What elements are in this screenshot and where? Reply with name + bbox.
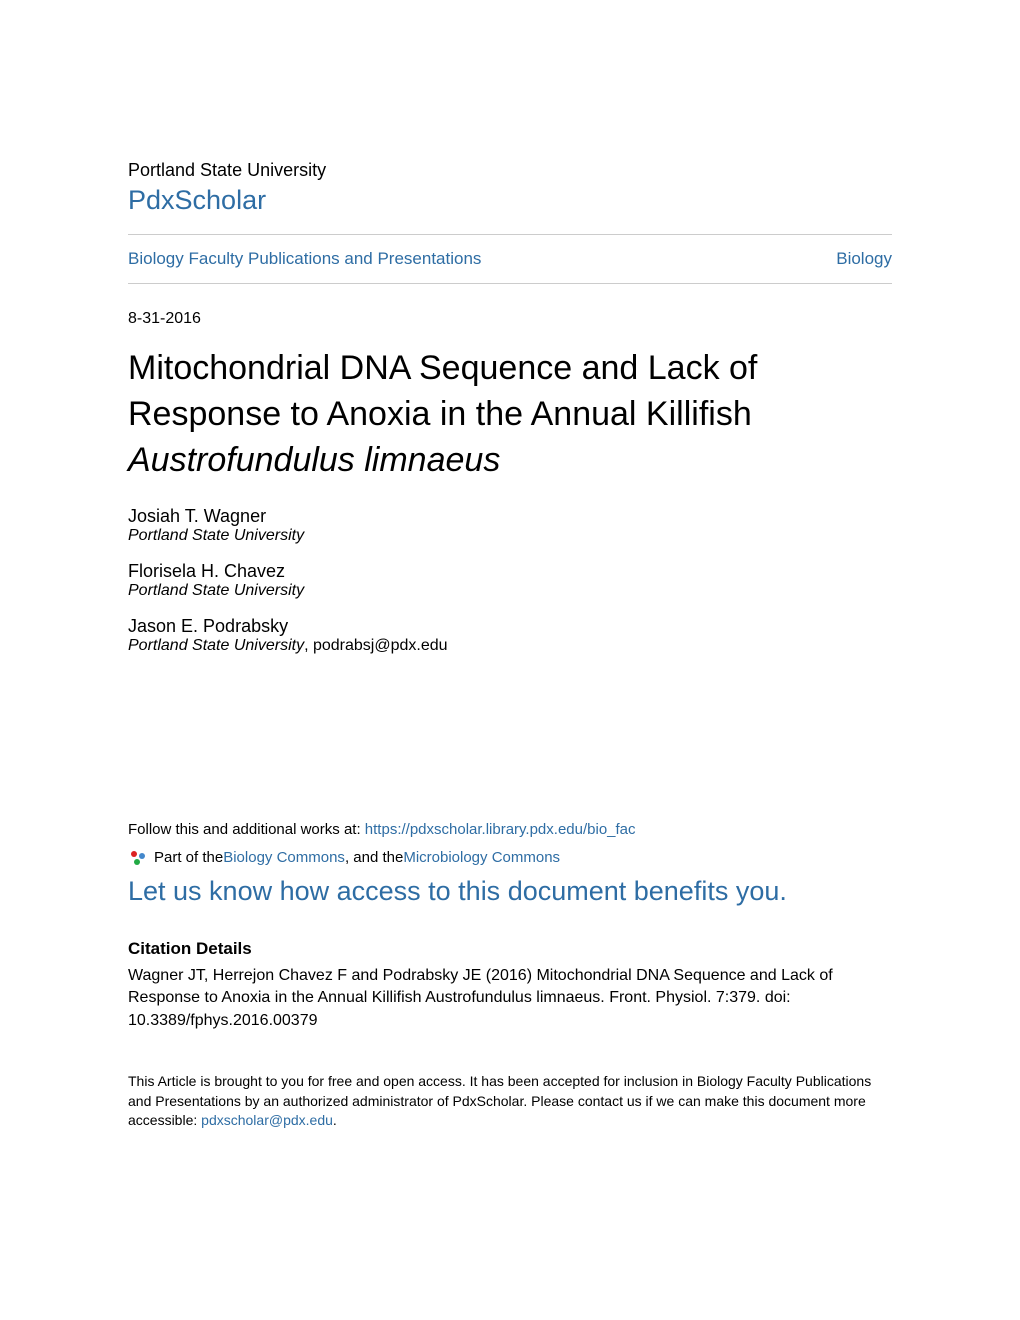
icon-circle-red: [131, 851, 137, 857]
spacer: [128, 671, 892, 821]
footer-suffix: .: [333, 1112, 337, 1128]
footer-text: This Article is brought to you for free …: [128, 1072, 892, 1131]
breadcrumb-collection-link[interactable]: Biology Faculty Publications and Present…: [128, 249, 481, 269]
author-affiliation: Portland State University: [128, 527, 304, 544]
commons-prefix: Part of the: [154, 849, 223, 866]
publication-date: 8-31-2016: [128, 310, 892, 328]
author-name: Jason E. Podrabsky: [128, 616, 892, 637]
institution-name: Portland State University: [128, 160, 892, 181]
benefits-link[interactable]: Let us know how access to this document …: [128, 874, 892, 909]
network-icon: [128, 848, 148, 868]
microbiology-commons-link[interactable]: Microbiology Commons: [403, 849, 560, 866]
title-species-italic: Austrofundulus limnaeus: [128, 441, 500, 479]
breadcrumb: Biology Faculty Publications and Present…: [128, 235, 892, 283]
author-name: Florisela H. Chavez: [128, 561, 892, 582]
article-title: Mitochondrial DNA Sequence and Lack of R…: [128, 346, 892, 484]
biology-commons-link[interactable]: Biology Commons: [223, 849, 345, 866]
title-prefix: Mitochondrial DNA Sequence and Lack of R…: [128, 349, 757, 433]
citation-text: Wagner JT, Herrejon Chavez F and Podrabs…: [128, 965, 892, 1032]
commons-line: Part of the Biology Commons , and the Mi…: [128, 848, 892, 868]
author-block-2: Florisela H. Chavez Portland State Unive…: [128, 561, 892, 600]
footer-email-link[interactable]: pdxscholar@pdx.edu: [201, 1112, 333, 1128]
author-block-3: Jason E. Podrabsky Portland State Univer…: [128, 616, 892, 655]
follow-url-link[interactable]: https://pdxscholar.library.pdx.edu/bio_f…: [365, 821, 636, 838]
icon-circle-green: [134, 859, 140, 865]
author-email: , podrabsj@pdx.edu: [304, 637, 447, 654]
icon-circle-blue: [139, 853, 145, 859]
repository-link[interactable]: PdxScholar: [128, 185, 892, 216]
author-affiliation: Portland State University: [128, 582, 304, 599]
follow-prefix: Follow this and additional works at:: [128, 821, 365, 838]
author-affiliation: Portland State University: [128, 637, 304, 654]
author-name: Josiah T. Wagner: [128, 506, 892, 527]
follow-line: Follow this and additional works at: htt…: [128, 821, 892, 838]
breadcrumb-department-link[interactable]: Biology: [836, 249, 892, 269]
citation-heading: Citation Details: [128, 939, 892, 959]
author-block-1: Josiah T. Wagner Portland State Universi…: [128, 506, 892, 545]
commons-mid: , and the: [345, 849, 403, 866]
bottom-divider: [128, 283, 892, 284]
